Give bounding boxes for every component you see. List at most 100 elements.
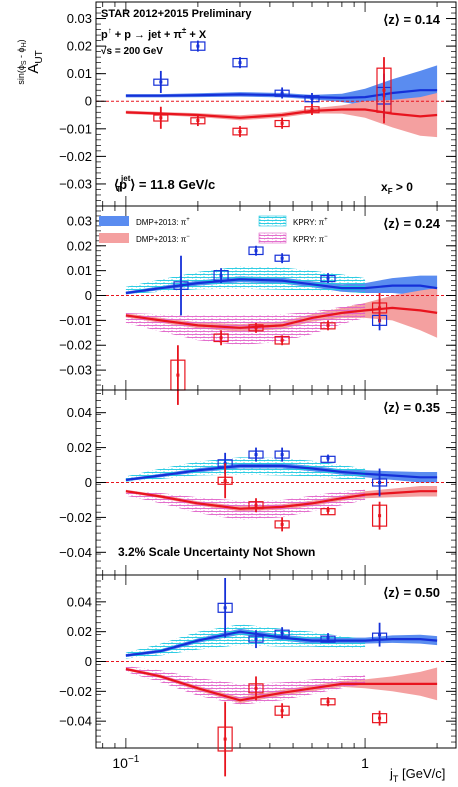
legend-swatch-kpry-pim: [258, 232, 287, 244]
y-tick-label: −0.02: [59, 684, 92, 699]
pip-point: [254, 249, 258, 253]
pip-point: [326, 456, 330, 460]
dmp-pip-curve: [125, 630, 438, 657]
dmp-pip-curve: [125, 464, 438, 481]
z-label: ⟨z⟩ = 0.35: [383, 400, 440, 415]
legend: DMP+2013: π+ KPRY: π+ DMP+2013: π− KPRY:…: [99, 215, 328, 244]
x-tick-label: 10−1: [112, 754, 139, 771]
kpry-pim-band: [125, 303, 366, 346]
y-tick-label: −0.02: [59, 338, 92, 353]
pim-point: [238, 130, 242, 134]
pim-point: [254, 686, 258, 690]
panel-3: −0.04 −0.02 0 0.02 0.04 ⟨z⟩ = 0.35: [59, 389, 457, 576]
legend-swatch-dmp-pip: [99, 216, 129, 226]
pip-point: [280, 453, 284, 457]
pip-point: [280, 631, 284, 635]
legend-label-dmp-pim: DMP+2013: π−: [136, 234, 190, 244]
reaction-label: p↑ + p → jet + π± + X: [101, 26, 207, 41]
pip-point: [254, 637, 258, 641]
kpry-pip-band: [125, 457, 366, 482]
y-tick-label: 0: [85, 94, 92, 109]
svg-text:AUT: AUT: [25, 50, 45, 73]
y-tick-label: 0.02: [67, 624, 92, 639]
z-label: ⟨z⟩ = 0.50: [383, 585, 440, 600]
pip-point: [280, 91, 284, 95]
y-tick-label: 0.02: [67, 39, 92, 54]
pim-point: [223, 479, 227, 483]
dmp-pip-curve: [125, 278, 438, 295]
x-axis-title: jT [GeV/c]: [389, 766, 445, 784]
y-tick-label: 0: [85, 475, 92, 490]
pim-point: [159, 116, 163, 120]
pim-point: [280, 338, 284, 342]
legend-swatch-kpry-pip: [258, 215, 287, 227]
pim-point: [196, 119, 200, 123]
pim-point: [223, 737, 227, 741]
pim-point: [176, 373, 180, 377]
legend-label-dmp-pip: DMP+2013: π+: [136, 217, 190, 227]
pip-point: [179, 284, 183, 288]
panel-2: −0.03 −0.02 −0.01 0 0.01 0.02 0.03 ⟨z⟩ = 0.24: [59, 205, 457, 405]
y-tick-label: 0.02: [67, 238, 92, 253]
y-tick-label: 0.01: [67, 66, 92, 81]
z-label: ⟨z⟩ = 0.24: [383, 216, 441, 231]
svg-text:sin(ϕS - ϕH): sin(ϕS - ϕH): [16, 39, 28, 84]
pim-point: [310, 108, 314, 112]
x-tick-exponent: −1: [128, 754, 140, 765]
pim-point: [280, 522, 284, 526]
pim-point: [219, 336, 223, 340]
pip-point: [159, 80, 163, 84]
y-tick-label: −0.03: [59, 363, 92, 378]
scale-uncertainty-note: 3.2% Scale Uncertainty Not Shown: [118, 545, 315, 559]
y-tick-label: −0.01: [59, 121, 92, 136]
pip-point: [378, 481, 382, 484]
pip-point: [326, 276, 330, 280]
pim-point: [254, 326, 258, 330]
pim-point: [326, 323, 330, 327]
dmp-pim-curve: [125, 667, 438, 702]
energy-label: √s = 200 GeV: [101, 46, 163, 57]
xf-label: xF > 0: [381, 180, 413, 196]
pim-point: [254, 503, 258, 507]
pip-point: [238, 61, 242, 65]
x-tick-label: 1: [361, 755, 369, 771]
pip-point: [310, 96, 314, 100]
pip-point: [196, 44, 200, 48]
y-tick-label: −0.03: [59, 176, 92, 191]
y-tick-label: 0.01: [67, 263, 92, 278]
pim-point: [326, 700, 330, 704]
kpry-pip-band: [125, 624, 366, 659]
legend-swatch-dmp-pim: [99, 233, 129, 243]
panel-4: −0.04 −0.02 0 0.02 0.04 ⟨z⟩ = 0.50: [59, 574, 457, 777]
pim-point: [378, 716, 382, 720]
pip-point: [223, 606, 227, 610]
y-tick-label: −0.01: [59, 313, 92, 328]
pip-point: [326, 636, 330, 640]
pip-point: [254, 453, 258, 457]
panel-1: −0.03 −0.02 −0.01 0 0.01 0.02 0.03 ⟨z⟩ = 0.14: [59, 1, 457, 207]
y-tick-label: 0.02: [67, 440, 92, 455]
pim-point: [280, 709, 284, 713]
pim-point: [382, 88, 386, 92]
y-tick-label: 0: [85, 288, 92, 303]
y-tick-label: 0.04: [67, 405, 92, 420]
pip-point: [219, 274, 223, 278]
pip-point: [378, 633, 382, 637]
kpry-pim-band: [125, 666, 366, 705]
y-tick-label: −0.02: [59, 149, 92, 164]
y-tick-label: 0: [85, 654, 92, 669]
kpry-pim-band: [125, 489, 366, 520]
y-tick-label: 0.03: [67, 11, 92, 26]
pim-point: [378, 306, 382, 310]
legend-label-kpry-pip: KPRY: π+: [293, 217, 328, 227]
experiment-label: STAR 2012+2015 Preliminary: [101, 8, 252, 20]
y-axis-title: AUT sin(ϕS - ϕH): [16, 39, 45, 84]
mean-pt-label: ⟨pjet T ⟩ = 11.8 GeV/c: [114, 174, 215, 194]
y-tick-label: −0.04: [59, 714, 92, 729]
pim-point: [280, 121, 284, 125]
pip-point: [280, 256, 284, 260]
pim-point: [378, 514, 382, 518]
y-tick-label: 0.04: [67, 594, 92, 609]
